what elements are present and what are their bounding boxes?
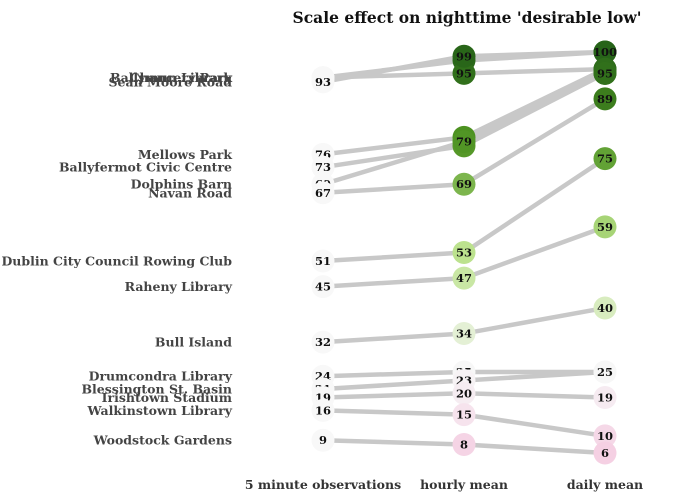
value-label-sean-moore-road-1: 99 [456, 49, 472, 63]
site-label-walkinstown-library: Walkinstown Library [87, 403, 233, 418]
marker-walkinstown-library-0 [311, 398, 335, 422]
marker-dublin-city-council-rowing-club-0 [311, 249, 335, 273]
value-label-woodstock-gardens-0: 9 [319, 433, 327, 447]
site-label-dublin-city-council-rowing-club: Dublin City Council Rowing Club [1, 254, 232, 269]
marker-irishtown-stadium-2 [593, 386, 617, 410]
value-label-dolphins-barn-1: 79 [456, 135, 472, 149]
marker-walkinstown-library-2 [593, 424, 617, 448]
value-label-ballyfermot-civic-centre-0: 73 [315, 160, 331, 174]
marker-woodstock-gardens-2 [593, 441, 617, 465]
value-label-dublin-city-council-rowing-club-0: 51 [315, 254, 331, 268]
value-label-chancery-park-1: 95 [456, 66, 472, 80]
marker-woodstock-gardens-1 [452, 432, 476, 456]
marker-navan-road-1 [452, 172, 476, 196]
marker-bull-island-2 [593, 296, 617, 320]
marker-ballyfermot-civic-centre-0 [311, 155, 335, 179]
marker-navan-road-2 [593, 87, 617, 111]
value-label-dublin-city-council-rowing-club-2: 75 [597, 152, 613, 166]
value-label-dublin-city-council-rowing-club-1: 53 [456, 246, 472, 260]
marker-raheny-library-0 [311, 275, 335, 299]
site-label-mellows-park: Mellows Park [138, 147, 233, 162]
marker-raheny-library-2 [593, 215, 617, 239]
value-label-walkinstown-library-0: 16 [315, 403, 331, 417]
site-label-irishtown-stadium: Irishtown Stadium [102, 390, 232, 405]
marker-walkinstown-library-1 [452, 403, 476, 427]
value-label-navan-road-1: 69 [456, 177, 472, 191]
site-label-sean-moore-road: Sean Moore Road [109, 74, 233, 89]
marker-blessington-st-basin-2 [593, 360, 617, 384]
value-label-sean-moore-road-2: 100 [593, 45, 617, 59]
value-label-blessington-st-basin-2: 25 [597, 365, 613, 379]
value-label-navan-road-0: 67 [315, 186, 331, 200]
marker-navan-road-0 [311, 181, 335, 205]
marker-irishtown-stadium-1 [452, 381, 476, 405]
marker-raheny-library-1 [452, 266, 476, 290]
marker-bull-island-1 [452, 322, 476, 346]
site-label-chancery-park: Chancery Park [130, 70, 233, 85]
site-label-drumcondra-library: Drumcondra Library [89, 369, 233, 384]
value-label-woodstock-gardens-1: 8 [460, 437, 468, 451]
marker-dolphins-barn-1 [452, 130, 476, 154]
site-label-raheny-library: Raheny Library [125, 279, 233, 294]
value-label-walkinstown-library-2: 10 [597, 429, 613, 443]
x-axis-label-hourly: hourly mean [420, 477, 508, 492]
marker-sean-moore-road-1 [452, 44, 476, 68]
marker-bull-island-0 [311, 330, 335, 354]
site-label-dolphins-barn: Dolphins Barn [131, 177, 232, 192]
x-axis-label-5min: 5 minute observations [245, 477, 401, 492]
value-markers: 9498100949596939910076809673789569799567… [311, 40, 617, 465]
value-label-bull-island-0: 32 [315, 335, 331, 349]
value-label-raheny-library-2: 59 [597, 220, 613, 234]
value-label-irishtown-stadium-2: 19 [597, 391, 613, 405]
x-axis-label-daily: daily mean [567, 477, 643, 492]
site-label-ballyfermot-civic-centre: Ballyfermot Civic Centre [59, 160, 232, 175]
marker-dublin-city-council-rowing-club-2 [593, 147, 617, 171]
site-label-navan-road: Navan Road [148, 185, 232, 200]
marker-sean-moore-road-0 [311, 70, 335, 94]
value-label-bull-island-1: 34 [456, 327, 472, 341]
site-label-bull-island: Bull Island [155, 335, 232, 350]
chart-title: Scale effect on nighttime 'desirable low… [293, 8, 642, 27]
site-label-blessington-st-basin: Blessington St. Basin [81, 382, 232, 397]
marker-sean-moore-road-2 [593, 40, 617, 64]
value-label-irishtown-stadium-1: 20 [456, 386, 472, 400]
marker-dolphins-barn-2 [593, 61, 617, 85]
site-label-woodstock-gardens: Woodstock Gardens [93, 433, 232, 448]
value-label-sean-moore-road-0: 93 [315, 75, 331, 89]
marker-chancery-park-1 [452, 61, 476, 85]
value-label-walkinstown-library-1: 15 [456, 408, 472, 422]
value-label-bull-island-2: 40 [597, 301, 613, 315]
value-label-raheny-library-1: 47 [456, 271, 472, 285]
marker-woodstock-gardens-0 [311, 428, 335, 452]
value-label-raheny-library-0: 45 [315, 280, 331, 294]
marker-dublin-city-council-rowing-club-1 [452, 241, 476, 264]
value-label-woodstock-gardens-2: 6 [601, 446, 609, 460]
value-label-dolphins-barn-2: 95 [597, 66, 613, 80]
site-label-ballymun-library: Ballymun Library [110, 70, 233, 85]
value-label-navan-road-2: 89 [597, 92, 613, 106]
